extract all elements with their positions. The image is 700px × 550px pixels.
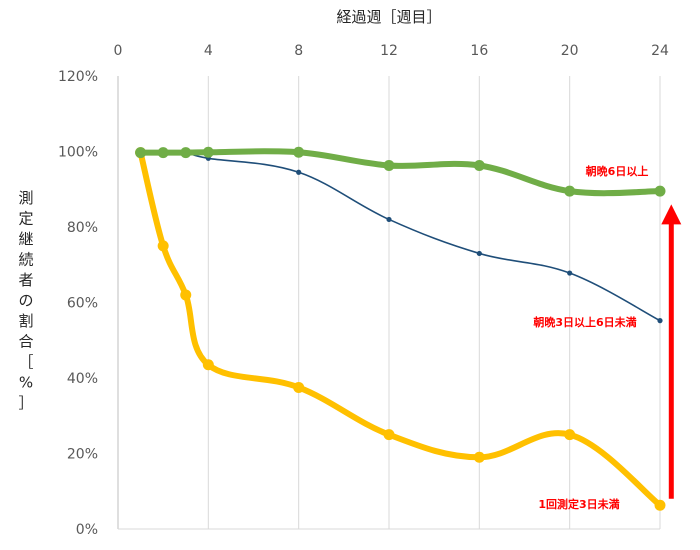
- series-2-point-2: [180, 289, 192, 301]
- series-1-point-8: [657, 318, 663, 324]
- series-line-2: [137, 149, 663, 509]
- series-label-0: 朝晩6日以上: [586, 164, 649, 178]
- series-0-point-6: [473, 159, 485, 171]
- x-tick-label: 0: [114, 43, 123, 59]
- series-0-point-8: [654, 185, 666, 197]
- series-line-0: [137, 148, 663, 197]
- y-tick-label: 80%: [67, 220, 98, 236]
- series-2-point-3: [202, 359, 214, 371]
- y-tick-label: 40%: [67, 371, 98, 387]
- series-1-point-5: [386, 216, 392, 223]
- x-tick-label: 4: [204, 43, 213, 59]
- series-1-point-7: [567, 270, 573, 276]
- series-2-point-6: [473, 451, 485, 463]
- x-tick-label: 24: [651, 43, 669, 59]
- series-0-point-0: [135, 147, 147, 159]
- series-0-point-7: [564, 185, 576, 197]
- series-2-point-4: [293, 381, 305, 393]
- series-0-point-5: [383, 159, 395, 171]
- series-0-point-1: [157, 147, 169, 159]
- series-2-point-5: [383, 429, 395, 441]
- x-tick-label: 12: [380, 43, 398, 59]
- x-axis-title: 経過週［週目］: [336, 8, 441, 26]
- y-tick-label: 60%: [67, 296, 98, 312]
- series-1-point-4: [296, 169, 302, 175]
- series-0-point-3: [202, 146, 214, 158]
- y-tick-label: 0%: [76, 522, 98, 538]
- series-label-2: 1回測定3日未満: [538, 497, 619, 511]
- y-axis-title: 測定継続者の割合［%］: [18, 189, 33, 412]
- x-tick-label: 20: [561, 43, 579, 59]
- y-tick-label: 100%: [58, 145, 98, 161]
- series-label-1: 朝晩3日以上6日未満: [533, 315, 636, 329]
- y-tick-label: 120%: [58, 69, 98, 85]
- series-0-point-2: [180, 147, 192, 159]
- x-tick-label: 8: [294, 43, 303, 59]
- x-tick-label: 16: [470, 43, 488, 59]
- series-2-point-1: [157, 240, 169, 252]
- series-2-point-7: [564, 429, 576, 441]
- series-0-point-4: [293, 146, 305, 158]
- series-line-1: [139, 151, 661, 322]
- series-2-point-8: [654, 499, 666, 511]
- series-1-point-6: [476, 250, 482, 257]
- red-arrow-head: [661, 204, 682, 225]
- y-tick-label: 20%: [67, 447, 98, 463]
